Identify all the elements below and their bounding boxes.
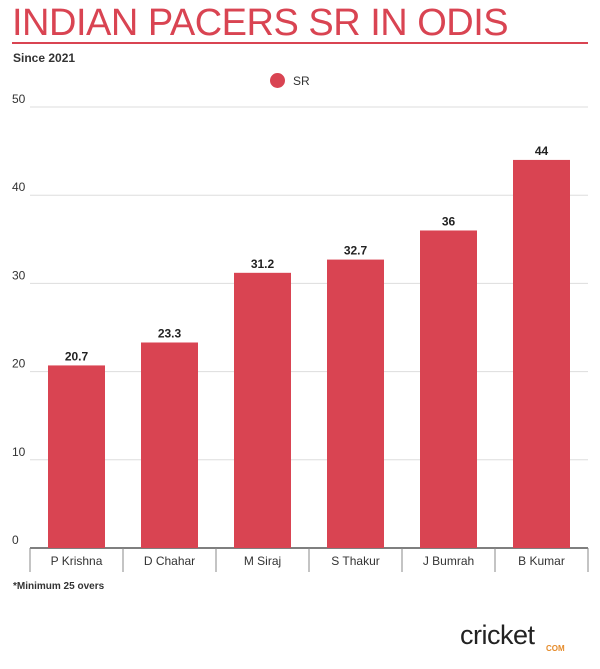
x-tick-label: J Bumrah — [423, 554, 474, 568]
bar — [234, 272, 291, 548]
bar — [420, 230, 477, 549]
data-label: 44 — [535, 144, 549, 158]
legend-swatch — [270, 73, 285, 88]
x-tick-label: M Siraj — [244, 554, 281, 568]
y-tick-label: 50 — [12, 92, 26, 106]
cricket-com-logo: cricket COM — [460, 620, 572, 656]
logo-text: cricket — [460, 620, 535, 650]
data-label: 31.2 — [251, 257, 275, 271]
title-divider — [12, 42, 588, 44]
chart-subtitle: Since 2021 — [13, 51, 76, 65]
data-label: 23.3 — [158, 326, 182, 340]
y-tick-label: 20 — [12, 357, 26, 371]
y-tick-label: 0 — [12, 533, 19, 547]
y-tick-label: 10 — [12, 445, 26, 459]
data-label: 36 — [442, 214, 456, 228]
x-tick-label: P Krishna — [51, 554, 103, 568]
logo-suffix: COM — [546, 644, 565, 653]
data-label: 32.7 — [344, 244, 368, 258]
y-tick-label: 40 — [12, 180, 26, 194]
bar-chart: 0 10 20 30 40 50 20.7 P Krishna 23.3 D Chahar 31.2… — [12, 92, 589, 572]
x-tick-label: B Kumar — [518, 554, 565, 568]
bar — [141, 342, 198, 548]
bar — [327, 259, 384, 548]
data-label: 20.7 — [65, 349, 89, 363]
y-tick-label: 30 — [12, 268, 26, 282]
bar — [513, 159, 570, 549]
bar — [48, 365, 105, 548]
legend-label: SR — [293, 73, 310, 88]
x-tick-label: D Chahar — [144, 554, 195, 568]
chart-title: INDIAN PACERS SR IN ODIS — [12, 2, 509, 44]
legend: SR — [270, 73, 310, 88]
x-tick-label: S Thakur — [331, 554, 379, 568]
footnote: *Minimum 25 overs — [13, 581, 105, 592]
